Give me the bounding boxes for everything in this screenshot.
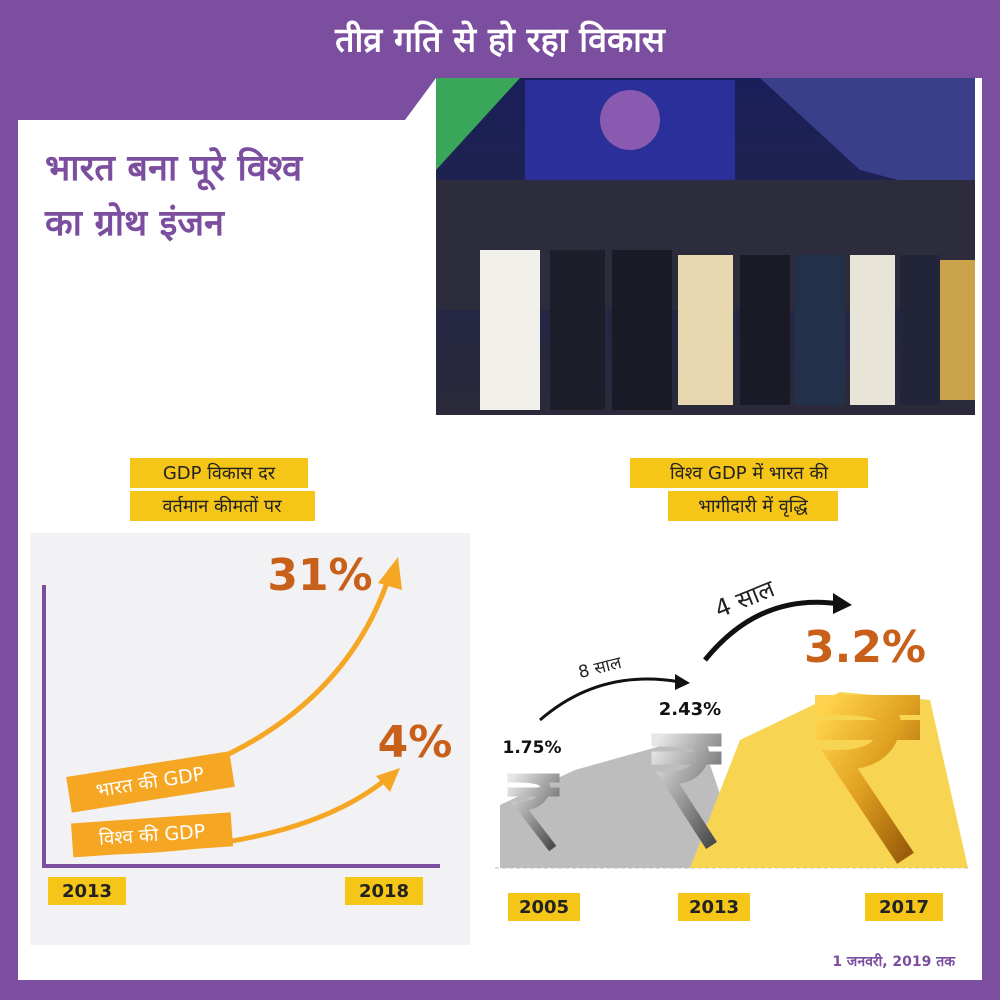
- photo-decor: [436, 78, 520, 170]
- photo-person: [795, 255, 845, 405]
- year-label: 2005: [519, 897, 569, 918]
- year-box: [865, 893, 943, 921]
- year-label: 2013: [62, 881, 112, 902]
- photo-person: [612, 250, 672, 410]
- value-label: 4%: [378, 717, 453, 768]
- chart-area: [30, 533, 470, 945]
- photo-person: [900, 255, 940, 405]
- photo-person: [678, 255, 733, 405]
- year-box: [48, 877, 126, 905]
- footnote: 1 जनवरी, 2019 तक: [832, 953, 956, 970]
- photo-person: [850, 255, 895, 405]
- arrowhead: [376, 768, 400, 792]
- chart-label: भागीदारी में वृद्धि: [698, 495, 808, 517]
- rupee: [507, 773, 560, 852]
- interval-arc: [539, 677, 681, 722]
- ribbon: विश्व की GDP: [71, 812, 233, 858]
- value-label: 1.75%: [503, 738, 562, 758]
- year-box: [345, 877, 423, 905]
- interval-arc: [703, 599, 841, 662]
- year-label: 2013: [689, 897, 739, 918]
- label-box: [130, 458, 308, 488]
- title: तीव्र गति से हो रहा विकास: [334, 20, 666, 61]
- rupee: [815, 694, 920, 864]
- year-box: [678, 893, 750, 921]
- photo-person: [940, 260, 975, 400]
- label-box: [630, 458, 868, 488]
- photo-person: [480, 250, 540, 410]
- photo-decor: [600, 90, 660, 150]
- rupee-icons: [507, 694, 920, 864]
- platform: [500, 735, 745, 868]
- label-box: [130, 491, 315, 521]
- value-label: 2.43%: [659, 699, 721, 720]
- arrowhead: [833, 593, 852, 614]
- chart-label: विश्व GDP में भारत की: [670, 462, 828, 484]
- arrowhead: [675, 674, 690, 690]
- year-label: 2017: [879, 897, 929, 918]
- ribbon-bg: [71, 812, 233, 858]
- arrowhead: [378, 557, 402, 590]
- photo-person: [740, 255, 790, 405]
- photo-decor: [760, 78, 975, 200]
- value-label: 31%: [267, 550, 372, 601]
- ribbon-bg: [66, 751, 235, 813]
- photo: [436, 78, 975, 415]
- rupee: [651, 733, 722, 849]
- year-box: [508, 893, 580, 921]
- label-box: [668, 491, 838, 521]
- headline: का ग्रोथ इंजन: [44, 202, 226, 244]
- chart-label: वर्तमान कीमतों पर: [163, 495, 283, 517]
- photo-person: [550, 250, 605, 410]
- chart-label: GDP विकास दर: [163, 462, 276, 484]
- value-label: 3.2%: [804, 622, 926, 673]
- headline: भारत बना पूरे विश्व: [45, 147, 304, 191]
- year-label: 2018: [359, 881, 409, 902]
